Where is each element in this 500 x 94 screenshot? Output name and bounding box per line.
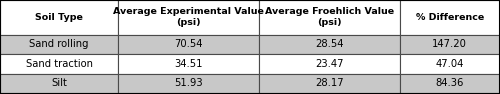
Text: Soil Type: Soil Type [36, 13, 83, 22]
Bar [118, 35, 259, 54]
Text: Silt: Silt [52, 78, 67, 88]
Text: 84.36: 84.36 [436, 78, 464, 88]
Bar [118, 74, 259, 93]
Text: 28.54: 28.54 [315, 39, 344, 49]
Bar [0, 35, 118, 54]
Text: 70.54: 70.54 [174, 39, 203, 49]
Bar [400, 0, 500, 35]
Text: % Difference: % Difference [416, 13, 484, 22]
Text: 47.04: 47.04 [436, 59, 464, 69]
Bar [259, 35, 400, 54]
Bar [259, 0, 400, 35]
Bar [0, 0, 118, 35]
Bar [400, 35, 500, 54]
Text: Average Froehlich Value
(psi): Average Froehlich Value (psi) [265, 7, 394, 27]
Bar [400, 74, 500, 93]
Text: 28.17: 28.17 [315, 78, 344, 88]
Bar [400, 54, 500, 74]
Bar [0, 74, 118, 93]
Text: 23.47: 23.47 [315, 59, 344, 69]
Text: 34.51: 34.51 [174, 59, 203, 69]
Bar [259, 74, 400, 93]
Text: Average Experimental Value
(psi): Average Experimental Value (psi) [114, 7, 264, 27]
Bar [0, 54, 118, 74]
Text: Sand traction: Sand traction [26, 59, 92, 69]
Bar [259, 54, 400, 74]
Text: Sand rolling: Sand rolling [30, 39, 89, 49]
Bar [118, 54, 259, 74]
Text: 51.93: 51.93 [174, 78, 203, 88]
Bar [118, 0, 259, 35]
Text: 147.20: 147.20 [432, 39, 467, 49]
